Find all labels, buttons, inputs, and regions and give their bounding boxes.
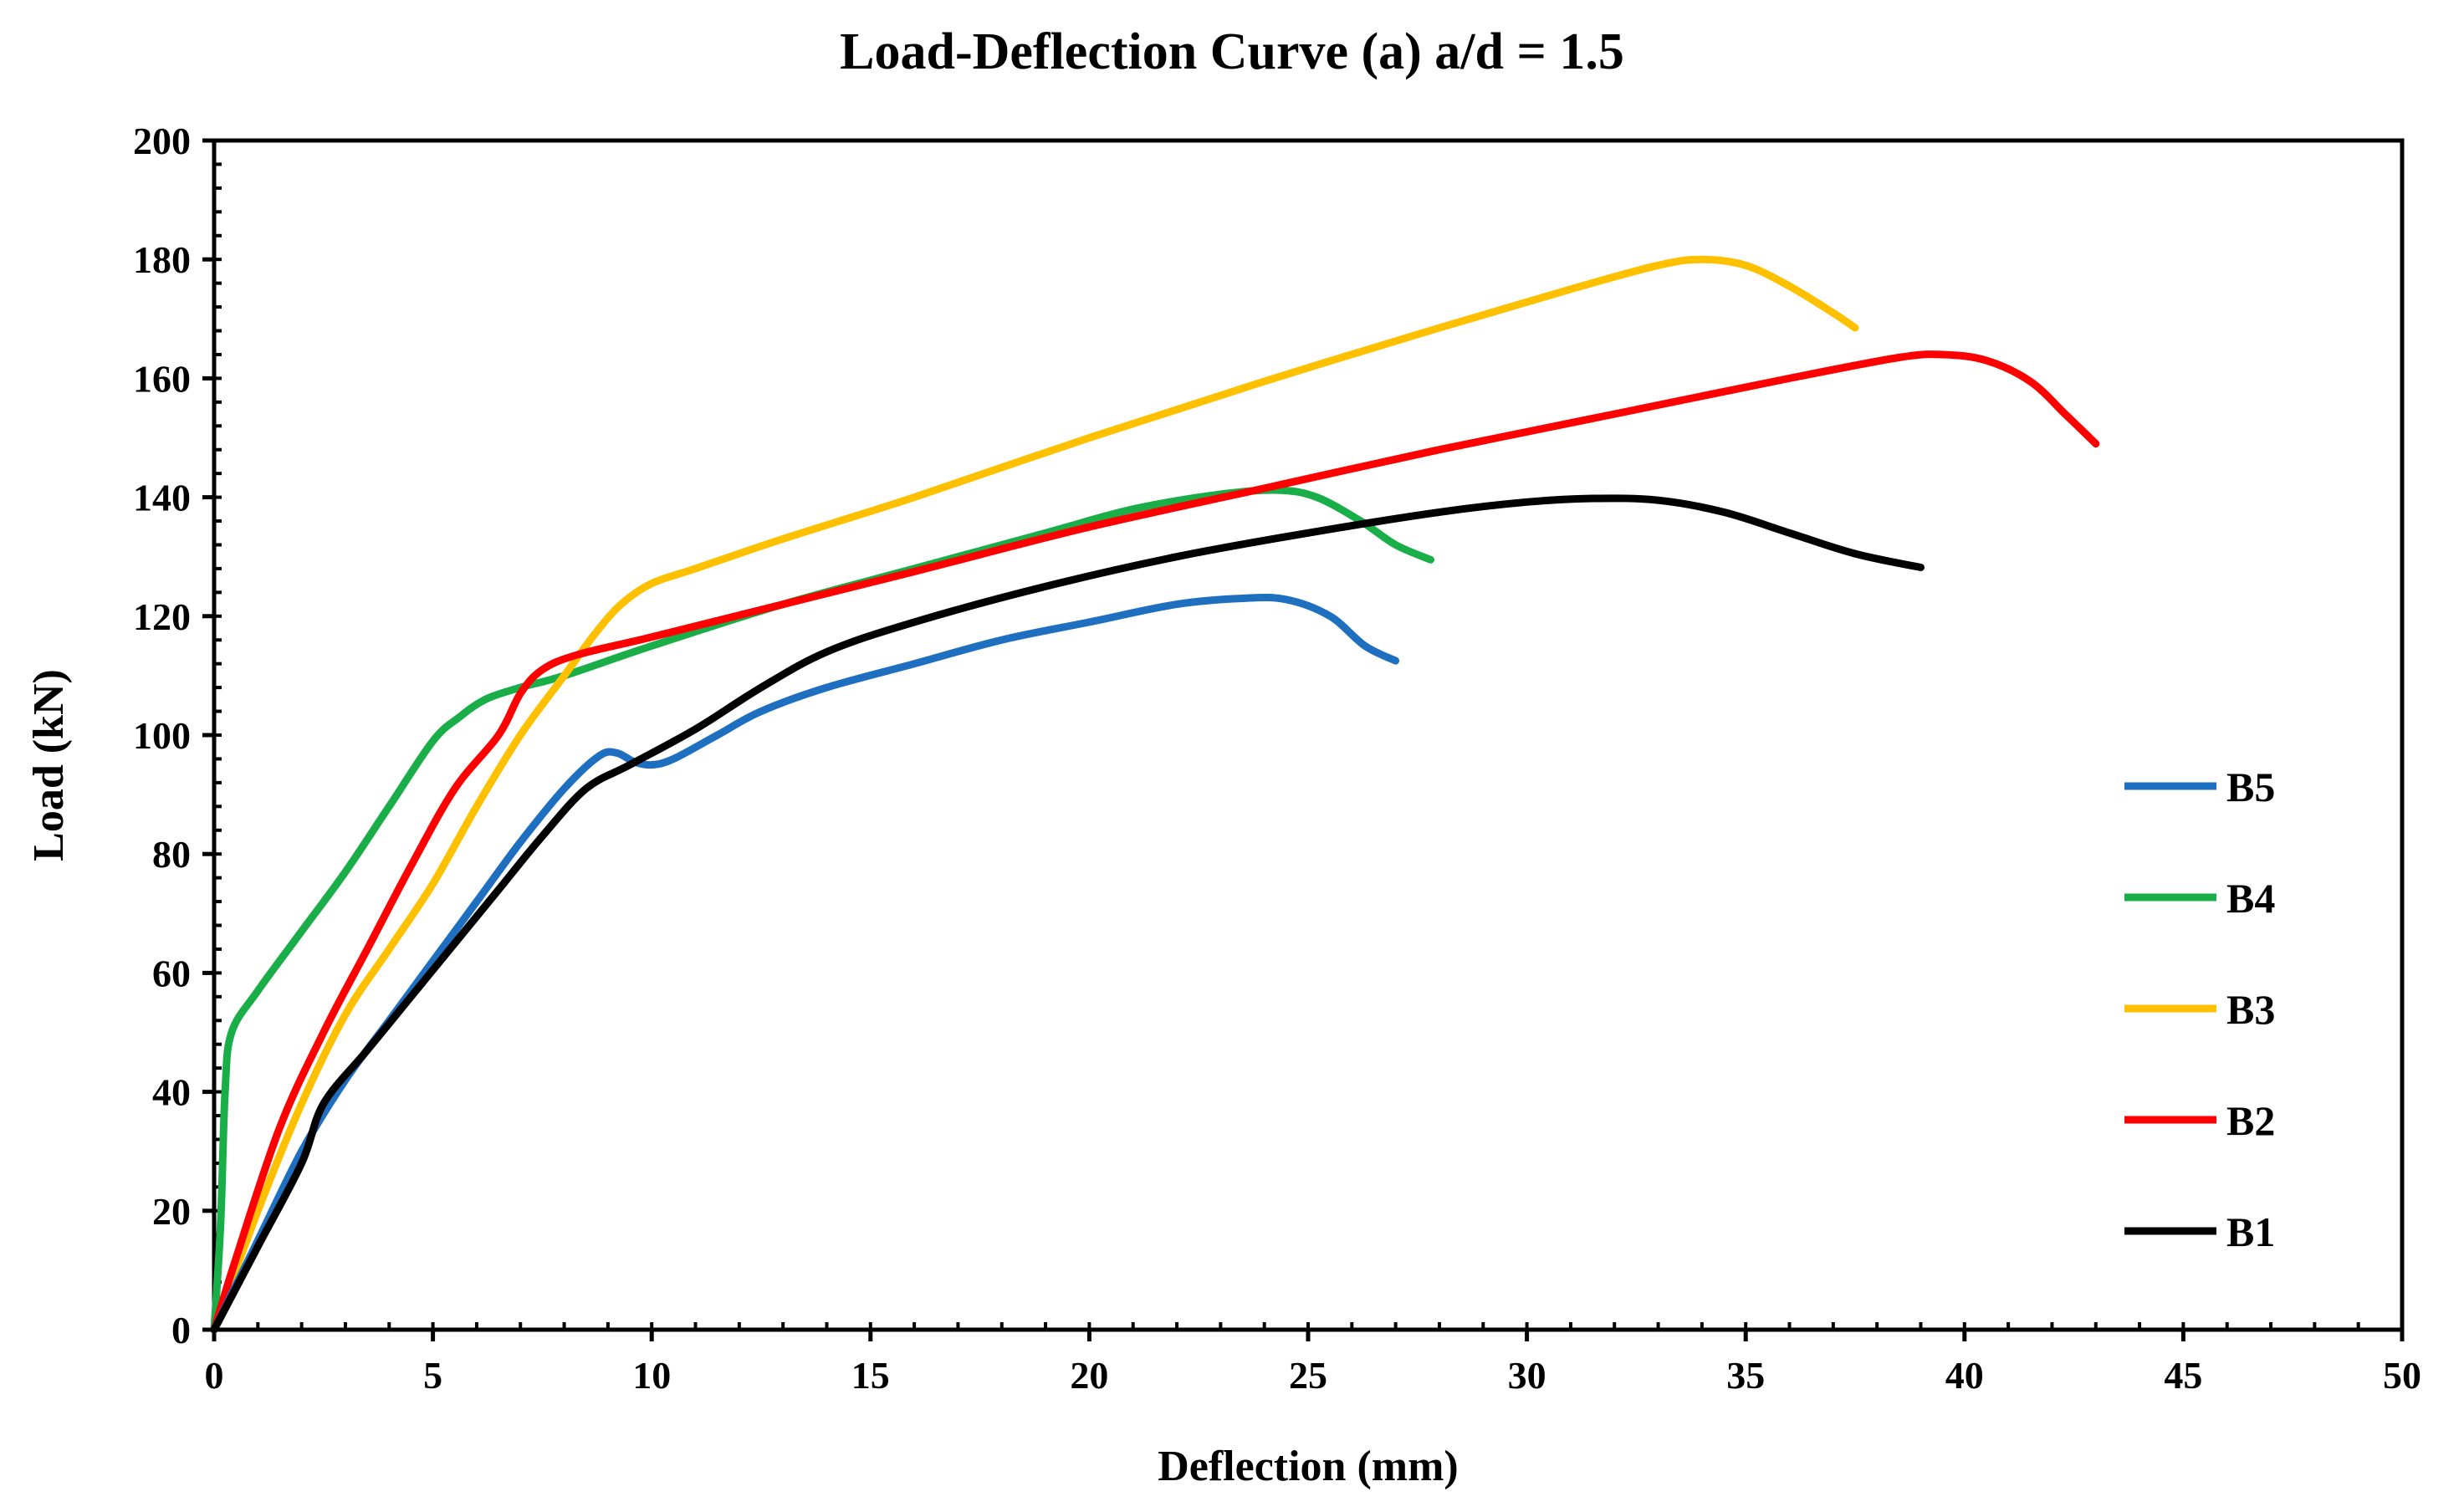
- x-axis-ticks: 0 5 10 15 20 25 30 35 40 45 50: [205, 1330, 2421, 1397]
- plot-area: 0 20 40 60 80 100 120 140 160 180 200 0 5 10 15 20 25 30 3…: [133, 120, 2421, 1397]
- series-line-b4: [210, 486, 1434, 1334]
- series-line-b2: [210, 350, 2100, 1334]
- legend-label: B1: [2226, 1208, 2275, 1255]
- chart-title: Load-Deflection Curve (a) a/d = 1.5: [840, 23, 1624, 80]
- y-axis-ticks: 0 20 40 60 80 100 120 140 160 180 200: [133, 120, 214, 1351]
- y-tick-label: 200: [133, 120, 191, 162]
- x-tick-label: 5: [423, 1354, 442, 1397]
- x-axis-label: Deflection (mm): [1158, 1443, 1459, 1490]
- y-axis-label: Load (kN): [25, 669, 73, 861]
- x-tick-label: 45: [2164, 1354, 2202, 1397]
- series-group: [210, 255, 2100, 1334]
- y-tick-label: 60: [152, 952, 191, 994]
- legend-label: B5: [2226, 764, 2275, 810]
- series-line-b1: [210, 494, 1925, 1334]
- y-tick-label: 160: [133, 357, 191, 400]
- legend-item-b2: B2: [2124, 1097, 2275, 1144]
- legend-item-b4: B4: [2124, 875, 2275, 922]
- x-minor-ticks: [212, 1322, 2404, 1330]
- legend-label: B2: [2226, 1097, 2275, 1144]
- series-line-b3: [210, 255, 1859, 1334]
- x-tick-label: 0: [205, 1354, 224, 1397]
- x-tick-label: 40: [1945, 1354, 1984, 1397]
- plot-frame: [212, 138, 2405, 1332]
- legend-item-b5: B5: [2124, 764, 2275, 810]
- legend-item-b3: B3: [2124, 986, 2275, 1033]
- y-tick-label: 140: [133, 477, 191, 519]
- x-tick-label: 30: [1508, 1354, 1546, 1397]
- x-tick-label: 20: [1070, 1354, 1108, 1397]
- legend: B5 B4 B3 B2 B1: [2124, 764, 2275, 1255]
- y-tick-label: 80: [152, 833, 191, 876]
- x-tick-label: 10: [632, 1354, 671, 1397]
- x-tick-label: 15: [851, 1354, 890, 1397]
- x-tick-label: 50: [2383, 1354, 2421, 1397]
- legend-label: B4: [2226, 875, 2275, 922]
- legend-item-b1: B1: [2124, 1208, 2275, 1255]
- y-tick-label: 20: [152, 1190, 191, 1233]
- x-tick-label: 25: [1289, 1354, 1327, 1397]
- y-tick-label: 180: [133, 238, 191, 281]
- legend-label: B3: [2226, 986, 2275, 1033]
- y-tick-label: 40: [152, 1071, 191, 1114]
- series-line-b5: [210, 593, 1400, 1334]
- x-tick-label: 35: [1726, 1354, 1765, 1397]
- y-tick-label: 120: [133, 595, 191, 638]
- y-tick-label: 0: [171, 1309, 191, 1351]
- y-tick-label: 100: [133, 714, 191, 757]
